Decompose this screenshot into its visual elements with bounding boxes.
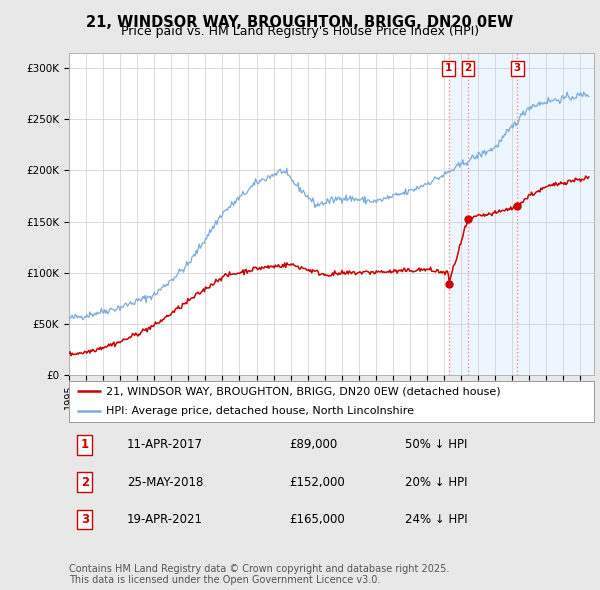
Text: 20% ↓ HPI: 20% ↓ HPI <box>405 476 467 489</box>
Text: HPI: Average price, detached house, North Lincolnshire: HPI: Average price, detached house, Nort… <box>106 406 414 416</box>
Text: 2: 2 <box>464 63 472 73</box>
Text: 50% ↓ HPI: 50% ↓ HPI <box>405 438 467 451</box>
Text: 21, WINDSOR WAY, BROUGHTON, BRIGG, DN20 0EW: 21, WINDSOR WAY, BROUGHTON, BRIGG, DN20 … <box>86 15 514 30</box>
Text: 11-APR-2017: 11-APR-2017 <box>127 438 203 451</box>
Text: 2: 2 <box>80 476 89 489</box>
Text: 19-APR-2021: 19-APR-2021 <box>127 513 203 526</box>
Text: 25-MAY-2018: 25-MAY-2018 <box>127 476 203 489</box>
Text: 3: 3 <box>80 513 89 526</box>
Text: 1: 1 <box>445 63 452 73</box>
Text: Contains HM Land Registry data © Crown copyright and database right 2025.
This d: Contains HM Land Registry data © Crown c… <box>69 563 449 585</box>
Bar <box>449 53 594 375</box>
Text: 3: 3 <box>514 63 521 73</box>
Text: 1: 1 <box>80 438 89 451</box>
Text: £89,000: £89,000 <box>290 438 338 451</box>
Text: £152,000: £152,000 <box>290 476 345 489</box>
Text: Price paid vs. HM Land Registry's House Price Index (HPI): Price paid vs. HM Land Registry's House … <box>121 25 479 38</box>
Text: 24% ↓ HPI: 24% ↓ HPI <box>405 513 467 526</box>
Text: 21, WINDSOR WAY, BROUGHTON, BRIGG, DN20 0EW (detached house): 21, WINDSOR WAY, BROUGHTON, BRIGG, DN20 … <box>106 386 500 396</box>
Text: £165,000: £165,000 <box>290 513 345 526</box>
